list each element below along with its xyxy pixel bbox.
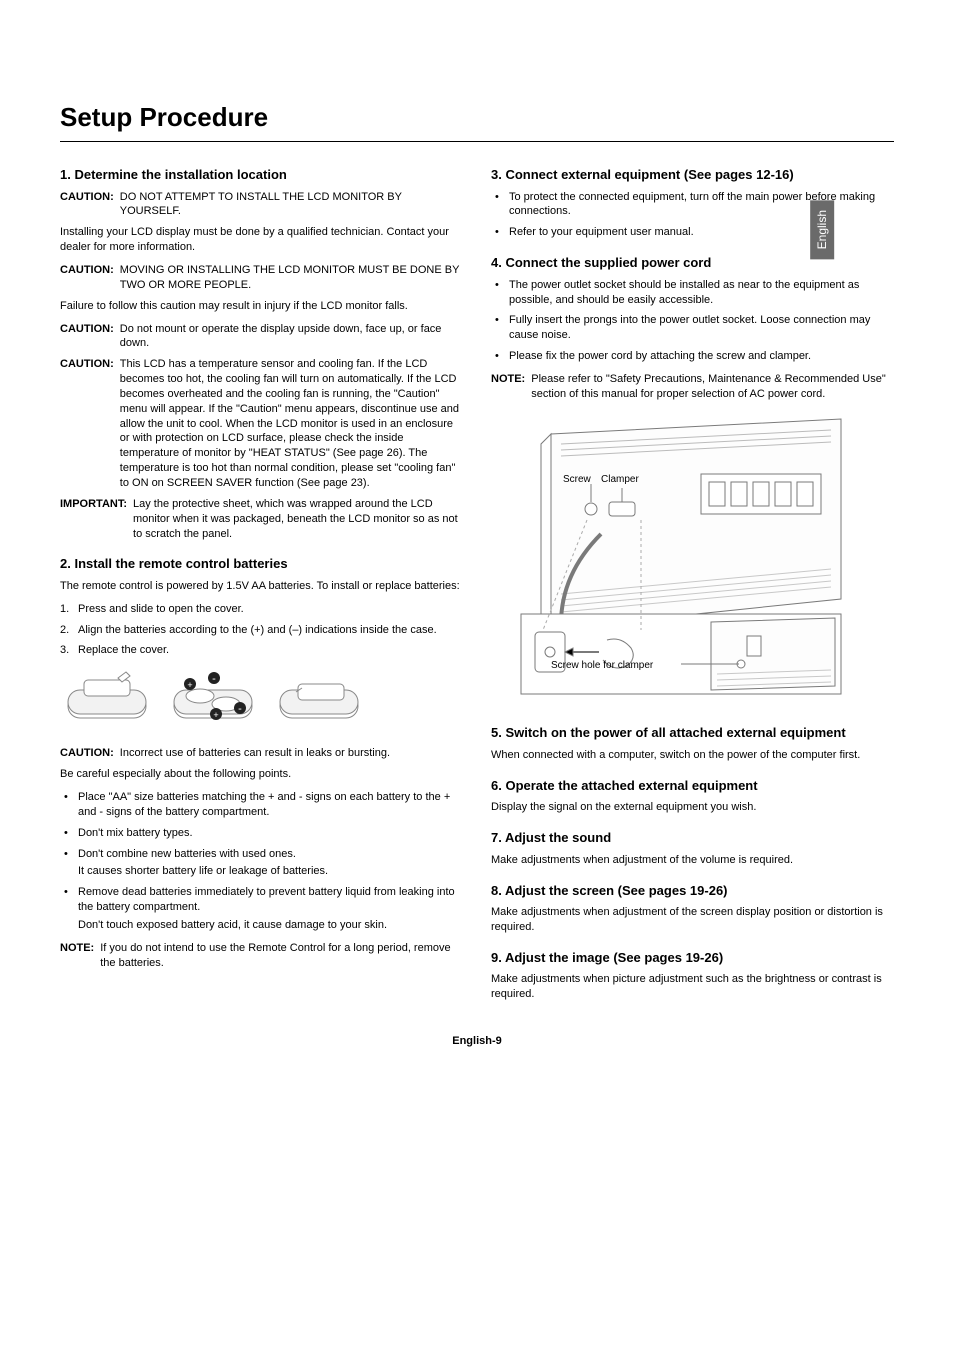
list-item: Place "AA" size batteries matching the +… — [60, 790, 463, 820]
section-2-p2: Be careful especially about the followin… — [60, 767, 463, 782]
section-4-note: NOTE: Please refer to "Safety Precaution… — [491, 372, 894, 402]
section-8-heading: 8. Adjust the screen (See pages 19-26) — [491, 882, 894, 900]
section-7-heading: 7. Adjust the sound — [491, 829, 894, 847]
caution-label: CAUTION: — [60, 190, 120, 220]
section-6-p1: Display the signal on the external equip… — [491, 800, 894, 815]
svg-text:+: + — [213, 710, 218, 720]
svg-text:-: - — [212, 673, 216, 685]
note-text: Please refer to "Safety Precautions, Mai… — [531, 372, 894, 402]
section-2-heading: 2. Install the remote control batteries — [60, 555, 463, 573]
remote-control-figures: + - - + — [60, 666, 463, 736]
important-1: IMPORTANT: Lay the protective sheet, whi… — [60, 497, 463, 542]
note-label: NOTE: — [491, 372, 531, 402]
list-item: Please fix the power cord by attaching t… — [491, 349, 894, 364]
diagram-label-screw-hole: Screw hole for clamper — [551, 660, 654, 671]
right-column: 3. Connect external equipment (See pages… — [491, 166, 894, 1010]
note-text: If you do not intend to use the Remote C… — [100, 941, 463, 971]
section-8-p1: Make adjustments when adjustment of the … — [491, 905, 894, 935]
section-9-p1: Make adjustments when picture adjustment… — [491, 972, 894, 1002]
section-2-bullets: Place "AA" size batteries matching the +… — [60, 790, 463, 933]
list-item: Remove dead batteries immediately to pre… — [60, 885, 463, 933]
page-title: Setup Procedure — [60, 100, 894, 142]
diagram-label-screw: Screw — [563, 474, 592, 485]
list-item: Replace the cover. — [60, 643, 463, 658]
section-4-bullets: The power outlet socket should be instal… — [491, 278, 894, 364]
section-2-p1: The remote control is powered by 1.5V AA… — [60, 579, 463, 594]
list-item: Refer to your equipment user manual. — [491, 225, 894, 240]
remote-fig-2-icon: + - - + — [166, 666, 264, 736]
list-item: Don't mix battery types. — [60, 826, 463, 841]
list-item: The power outlet socket should be instal… — [491, 278, 894, 308]
diagram-label-clamper: Clamper — [601, 474, 639, 485]
note-label: NOTE: — [60, 941, 100, 971]
section-1-p2: Failure to follow this caution may resul… — [60, 299, 463, 314]
important-label: IMPORTANT: — [60, 497, 133, 542]
page-footer: English-9 — [60, 1034, 894, 1049]
remote-fig-3-icon — [272, 666, 370, 736]
section-3-heading: 3. Connect external equipment (See pages… — [491, 166, 894, 184]
section-1-heading: 1. Determine the installation location — [60, 166, 463, 184]
list-item: Press and slide to open the cover. — [60, 602, 463, 617]
caution-3: CAUTION: Do not mount or operate the dis… — [60, 322, 463, 352]
content-columns: 1. Determine the installation location C… — [60, 166, 894, 1010]
section-2-note: NOTE: If you do not intend to use the Re… — [60, 941, 463, 971]
caution-label: CAUTION: — [60, 746, 120, 761]
list-item: To protect the connected equipment, turn… — [491, 190, 894, 220]
section-1-p1: Installing your LCD display must be done… — [60, 225, 463, 255]
list-item: Fully insert the prongs into the power o… — [491, 313, 894, 343]
caution-text: Incorrect use of batteries can result in… — [120, 746, 463, 761]
left-column: 1. Determine the installation location C… — [60, 166, 463, 1010]
list-item: Align the batteries according to the (+)… — [60, 623, 463, 638]
caution-label: CAUTION: — [60, 322, 120, 352]
section-9-heading: 9. Adjust the image (See pages 19-26) — [491, 949, 894, 967]
caution-2: CAUTION: MOVING OR INSTALLING THE LCD MO… — [60, 263, 463, 293]
caution-text: Do not mount or operate the display upsi… — [120, 322, 463, 352]
caution-text: MOVING OR INSTALLING THE LCD MONITOR MUS… — [120, 263, 463, 293]
section-2-caution: CAUTION: Incorrect use of batteries can … — [60, 746, 463, 761]
power-cord-diagram: Screw Clamper — [491, 414, 894, 709]
list-item: Don't combine new batteries with used on… — [60, 847, 463, 880]
remote-fig-1-icon — [60, 666, 158, 736]
caution-1: CAUTION: DO NOT ATTEMPT TO INSTALL THE L… — [60, 190, 463, 220]
svg-text:+: + — [187, 680, 192, 690]
svg-text:-: - — [238, 703, 242, 715]
caution-4: CAUTION: This LCD has a temperature sens… — [60, 357, 463, 491]
section-2-steps: Press and slide to open the cover. Align… — [60, 602, 463, 659]
section-6-heading: 6. Operate the attached external equipme… — [491, 777, 894, 795]
section-3-bullets: To protect the connected equipment, turn… — [491, 190, 894, 241]
caution-label: CAUTION: — [60, 263, 120, 293]
section-5-p1: When connected with a computer, switch o… — [491, 748, 894, 763]
section-7-p1: Make adjustments when adjustment of the … — [491, 853, 894, 868]
caution-label: CAUTION: — [60, 357, 120, 491]
caution-text: This LCD has a temperature sensor and co… — [120, 357, 463, 491]
section-5-heading: 5. Switch on the power of all attached e… — [491, 724, 894, 742]
important-text: Lay the protective sheet, which was wrap… — [133, 497, 463, 542]
caution-text: DO NOT ATTEMPT TO INSTALL THE LCD MONITO… — [120, 190, 463, 220]
